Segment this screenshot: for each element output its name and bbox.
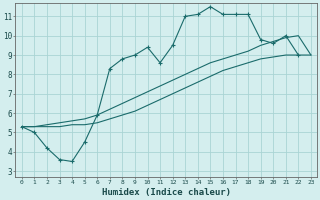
X-axis label: Humidex (Indice chaleur): Humidex (Indice chaleur): [102, 188, 231, 197]
